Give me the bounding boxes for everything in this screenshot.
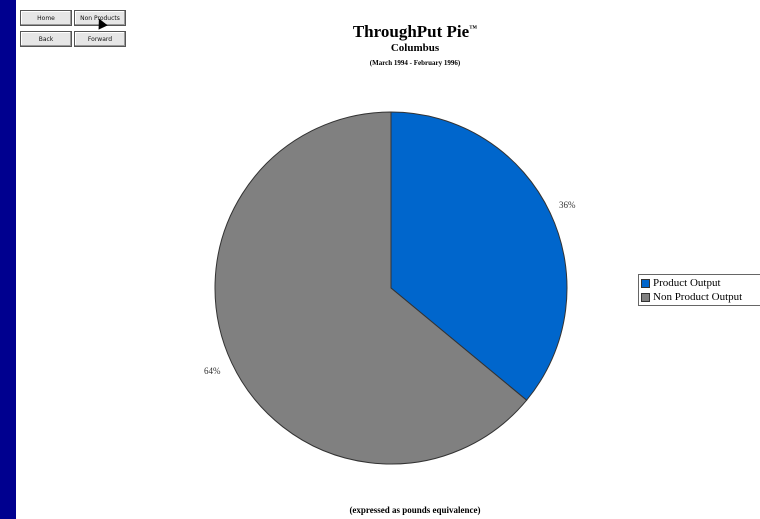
chart-legend: Product Output Non Product Output — [638, 274, 760, 306]
forward-button[interactable]: Forward — [74, 31, 126, 47]
chart-period: (March 1994 - February 1996) — [369, 59, 461, 67]
slice-label-non-product-output: 64% — [204, 366, 221, 376]
legend-item-product-output: Product Output — [641, 276, 760, 290]
legend-label-product-output: Product Output — [653, 277, 721, 289]
legend-item-non-product-output: Non Product Output — [641, 290, 760, 304]
non-products-button[interactable]: Non Products — [74, 10, 126, 26]
chart-footnote: (expressed as pounds equivalence) — [349, 505, 481, 515]
slice-product-output — [390, 111, 568, 401]
pie-chart — [214, 111, 568, 465]
slice-label-product-output: 36% — [559, 200, 576, 210]
slice-non-product-output — [214, 111, 528, 465]
trademark-mark: ™ — [469, 23, 478, 33]
back-button[interactable]: Back — [20, 31, 72, 47]
legend-swatch-product-output — [641, 278, 650, 288]
chart-subtitle: Columbus — [390, 42, 440, 54]
chart-title: ThroughPut Pie™ — [250, 22, 580, 42]
chart-canvas: Home Non Products Back Forward ThroughPu… — [16, 0, 760, 519]
home-button[interactable]: Home — [20, 10, 72, 26]
legend-label-non-product-output: Non Product Output — [653, 291, 743, 303]
chart-title-text: ThroughPut Pie — [352, 22, 470, 41]
legend-swatch-non-product-output — [641, 292, 650, 302]
